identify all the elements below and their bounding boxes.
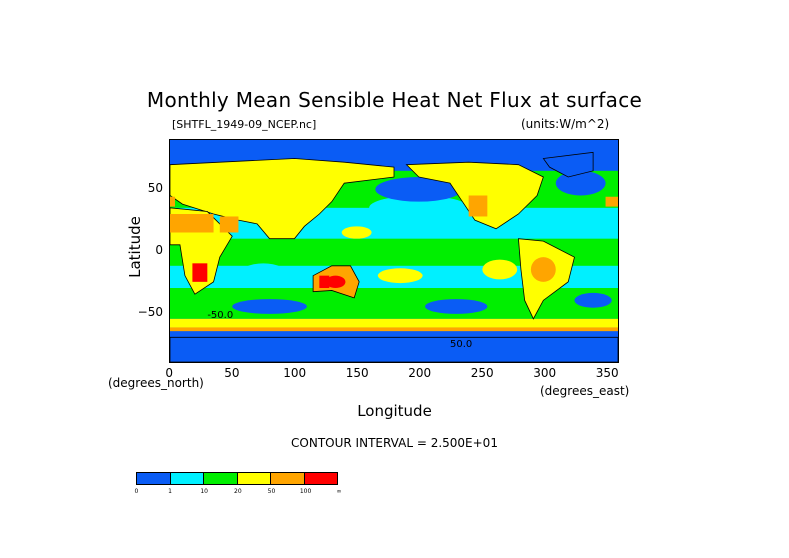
y-tick-label: 50	[147, 180, 163, 195]
colorbar-label: ∞	[336, 488, 342, 495]
flux-map: -50.0 50.0	[170, 140, 618, 362]
units-label: (units:W/m^2)	[521, 117, 609, 131]
colorbar-segment	[204, 473, 238, 484]
cyan-patch-pacific	[369, 195, 469, 221]
x-tick-label: 300	[533, 366, 557, 380]
blue-patch-satl	[574, 292, 612, 308]
x-tick-label: 250	[470, 366, 494, 380]
yellow-strip-antarctic	[170, 318, 618, 328]
yellow-patch-1	[377, 268, 423, 284]
yellow-patch-2	[482, 259, 518, 280]
plot-area: -50.0 50.0	[169, 139, 619, 363]
arabia-hot	[219, 216, 239, 233]
blue-patch-spac	[425, 299, 488, 314]
blue-patch-npac	[375, 177, 463, 202]
x-tick-label: 350	[595, 366, 619, 380]
colorbar-label: 1	[168, 488, 172, 495]
colorbar-segment	[271, 473, 305, 484]
x-tick-label: 100	[283, 366, 307, 380]
australia-core	[325, 275, 346, 288]
na-west-hot	[468, 195, 488, 217]
x-tick-label: 150	[345, 366, 369, 380]
colorbar-segment	[304, 473, 337, 484]
orange-strip-antarctic	[170, 327, 618, 332]
greenland	[542, 151, 594, 178]
contour-label: -50.0	[207, 310, 233, 321]
y-axis-label: Latitude	[125, 216, 144, 278]
iberia-hot	[605, 196, 618, 207]
antarctica	[170, 336, 618, 362]
x-axis-label: Longitude	[357, 402, 432, 420]
blue-patch-sindian	[232, 299, 307, 314]
colorbar-label: 20	[234, 488, 242, 495]
colorbar	[136, 472, 338, 485]
colorbar-segment	[137, 473, 171, 484]
colorbar-label: 0	[134, 488, 139, 495]
colorbar-label: 10	[200, 488, 208, 495]
africa-hot	[192, 263, 208, 282]
australia-red-west	[319, 275, 330, 288]
sahara-hot	[170, 214, 214, 233]
contour-label: 50.0	[450, 339, 472, 350]
x-unit-label: (degrees_east)	[540, 384, 630, 398]
cyan-patch-indian	[238, 263, 289, 288]
x-tick-label: 50	[224, 366, 240, 380]
iberia-hot-wrap	[170, 196, 175, 207]
colorbar-label: 100	[299, 488, 312, 495]
y-tick-label: 0	[155, 243, 163, 257]
x-tick-label: 200	[408, 366, 432, 380]
colorbar-label: 50	[267, 488, 276, 495]
y-unit-label: (degrees_north)	[108, 376, 204, 390]
sa-hot	[530, 257, 556, 282]
contour-interval: CONTOUR INTERVAL = 2.500E+01	[291, 436, 498, 450]
chart-title: Monthly Mean Sensible Heat Net Flux at s…	[146, 88, 643, 112]
yellow-patch-3	[341, 226, 372, 239]
units-text: (units:W/m^2)	[521, 117, 610, 131]
y-tick-label: −50	[137, 305, 163, 320]
colorbar-segment	[170, 473, 204, 484]
source-file-label: [SHTFL_1949-09_NCEP.nc]	[172, 118, 317, 131]
x-tick-label: 0	[165, 366, 174, 380]
colorbar-segment	[237, 473, 271, 484]
